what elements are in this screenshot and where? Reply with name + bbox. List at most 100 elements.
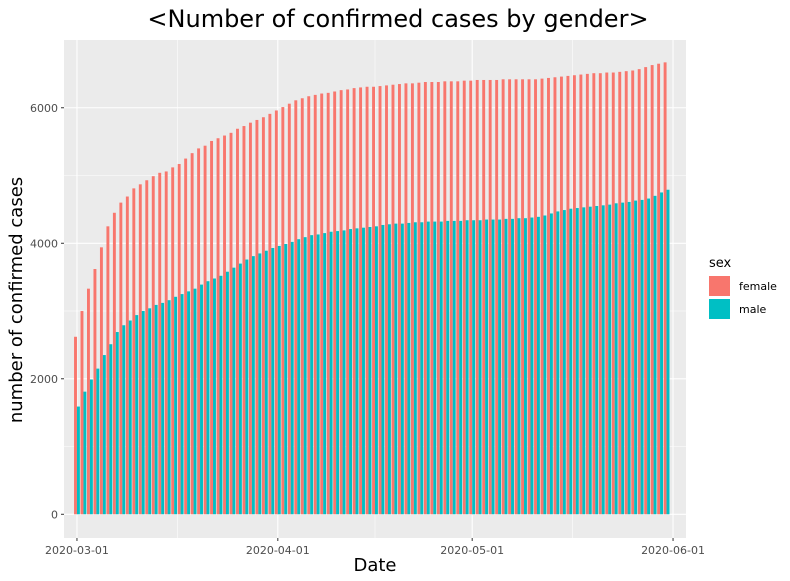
bar-male — [336, 231, 340, 515]
bar-female — [145, 180, 149, 515]
legend-key-female — [709, 276, 730, 296]
bar-female — [378, 86, 382, 515]
bar-female — [624, 71, 628, 515]
bars — [74, 62, 670, 515]
bar-female — [385, 85, 388, 515]
bar-male — [517, 218, 521, 515]
bar-female — [488, 79, 492, 515]
bar-female — [423, 82, 427, 515]
bar-female — [527, 79, 531, 515]
bar-female — [125, 196, 129, 515]
bar-male — [569, 208, 573, 515]
bar-female — [320, 93, 324, 515]
bar-female — [255, 119, 259, 515]
bar-female — [631, 70, 635, 515]
bar-male — [511, 218, 514, 515]
bar-male — [413, 222, 417, 515]
x-axis-title: Date — [353, 555, 396, 576]
bar-female — [592, 73, 596, 515]
bar-male — [504, 218, 508, 515]
bar-male — [141, 311, 145, 515]
bar-male — [595, 206, 599, 515]
bar-female — [151, 176, 155, 515]
bar-female — [637, 69, 641, 515]
legend-title: sex — [709, 256, 732, 271]
bar-male — [575, 208, 579, 515]
bar-female — [657, 63, 661, 515]
bar-female — [190, 153, 194, 515]
legend-key-male — [709, 299, 730, 319]
bar-male — [653, 195, 657, 515]
bar-female — [313, 94, 317, 515]
y-tick-label: 2000 — [30, 373, 58, 386]
bar-female — [248, 122, 252, 515]
bar-male — [400, 223, 404, 515]
bar-female — [80, 311, 84, 515]
y-axis: 0 2000 4000 6000 — [30, 102, 64, 521]
bar-male — [264, 250, 268, 515]
bar-female — [534, 79, 537, 515]
bar-male — [232, 267, 236, 515]
bar-female — [112, 212, 116, 515]
bar-male — [562, 210, 566, 515]
bar-female — [553, 77, 557, 515]
y-tick-label: 4000 — [30, 237, 58, 250]
bar-female — [663, 62, 667, 515]
bar-female — [281, 107, 285, 515]
bar-male — [316, 234, 320, 515]
bar-male — [627, 201, 631, 515]
bar-female — [508, 79, 512, 515]
bar-male — [225, 271, 229, 515]
bar-female — [184, 158, 188, 515]
bar-female — [469, 80, 473, 515]
legend: sex female male — [709, 256, 777, 319]
bar-female — [410, 83, 414, 515]
bar-male — [446, 220, 450, 515]
bar-male — [115, 332, 119, 515]
bar-female — [559, 76, 563, 515]
bar-male — [387, 224, 391, 515]
bar-male — [536, 216, 540, 515]
bar-male — [608, 204, 612, 515]
bar-male — [122, 325, 126, 515]
bar-female — [300, 98, 304, 515]
bar-female — [132, 188, 136, 515]
bar-female — [495, 79, 499, 515]
bar-male — [439, 221, 443, 515]
bar-male — [271, 248, 275, 515]
bar-male — [349, 229, 352, 515]
bar-male — [601, 205, 605, 515]
bar-male — [83, 391, 87, 515]
bar-female — [274, 110, 278, 515]
bar-female — [164, 171, 168, 515]
bar-male — [245, 259, 249, 515]
bar-female — [333, 91, 337, 515]
bar-female — [236, 128, 239, 515]
bar-male — [342, 230, 346, 515]
bar-female — [501, 79, 505, 515]
bar-female — [430, 82, 434, 515]
bar-male — [660, 192, 663, 515]
bar-female — [365, 86, 369, 515]
bar-female — [287, 103, 291, 515]
bar-female — [585, 73, 589, 515]
bar-female — [171, 167, 175, 515]
bar-female — [456, 81, 460, 515]
bar-male — [167, 300, 171, 515]
bar-male — [634, 200, 638, 515]
bar-female — [119, 202, 123, 515]
bar-female — [223, 135, 226, 515]
bar-female — [74, 336, 77, 515]
bar-female — [618, 71, 622, 515]
legend-label-female: female — [739, 280, 777, 293]
bar-female — [398, 84, 401, 515]
bar-female — [138, 184, 142, 515]
bar-female — [210, 140, 214, 515]
legend-label-male: male — [739, 303, 767, 316]
bar-female — [443, 81, 447, 515]
bar-female — [294, 100, 298, 515]
bar-male — [200, 284, 203, 515]
bar-male — [180, 294, 184, 515]
bar-male — [614, 203, 618, 515]
bar-female — [359, 87, 363, 515]
